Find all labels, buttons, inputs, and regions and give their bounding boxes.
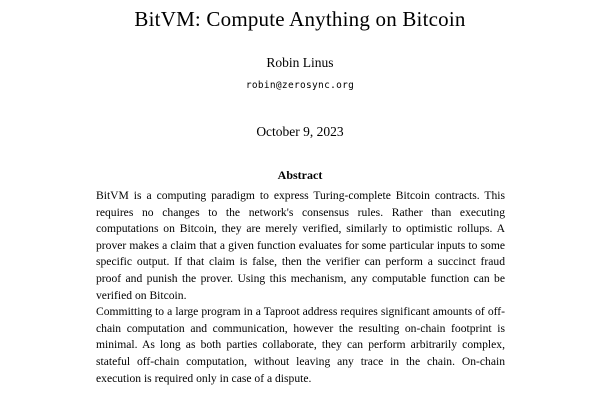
paper-title: BitVM: Compute Anything on Bitcoin (134, 7, 466, 31)
abstract-heading: Abstract (277, 168, 323, 182)
paper-date: October 9, 2023 (256, 124, 344, 139)
author-email: robin@zerosync.org (245, 80, 355, 91)
author-name: Robin Linus (266, 55, 334, 70)
abstract-paragraph: BitVM is a computing paradigm to express… (96, 189, 505, 302)
abstract-body: BitVM is a computing paradigm to express… (96, 188, 505, 387)
abstract-paragraph: Committing to a large program in a Tapro… (96, 305, 505, 385)
